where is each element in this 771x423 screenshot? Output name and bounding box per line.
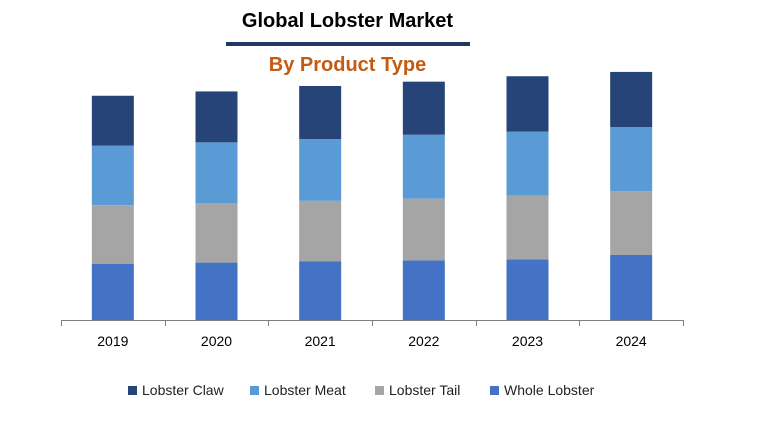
- legend-item-lobster-tail: Lobster Tail: [375, 380, 460, 400]
- bar-2021-lobster-tail: [299, 200, 342, 262]
- bar-2022-whole-lobster: [402, 260, 445, 320]
- bar-2022-lobster-meat: [402, 134, 445, 199]
- bar-2024-lobster-tail: [610, 191, 653, 255]
- bar-2021-lobster-claw: [299, 86, 342, 140]
- title-underline: [226, 42, 470, 46]
- x-tick-label: 2020: [201, 333, 232, 349]
- bar-2023-lobster-tail: [506, 195, 549, 260]
- bar-2020-whole-lobster: [195, 262, 238, 320]
- legend-label: Lobster Claw: [142, 382, 224, 398]
- bar-2019-whole-lobster: [91, 263, 134, 320]
- bar-2023-lobster-meat: [506, 131, 549, 196]
- legend-swatch: [375, 385, 384, 395]
- bar-2020-lobster-claw: [195, 91, 238, 143]
- legend-swatch: [250, 385, 259, 395]
- chart-title: Global Lobster Market: [241, 10, 454, 32]
- bar-2021-whole-lobster: [299, 261, 342, 320]
- bar-2021-lobster-meat: [299, 139, 342, 201]
- bar-2019-lobster-meat: [91, 145, 134, 206]
- x-tick-label: 2024: [616, 333, 647, 349]
- bar-2019-lobster-tail: [91, 205, 134, 264]
- legend-item-whole-lobster: Whole Lobster: [490, 380, 594, 400]
- x-tick-label: 2021: [305, 333, 336, 349]
- chart-legend: Lobster Claw Lobster Meat Lobster Tail Whol…: [0, 380, 771, 400]
- bar-2019-lobster-claw: [91, 95, 134, 146]
- x-tick-label: 2022: [408, 333, 439, 349]
- bar-2023-lobster-claw: [506, 76, 549, 132]
- bar-2024-lobster-claw: [610, 71, 653, 128]
- bar-2020-lobster-meat: [195, 142, 238, 203]
- legend-item-lobster-meat: Lobster Meat: [250, 380, 346, 400]
- x-tick-label: 2023: [512, 333, 543, 349]
- bar-2022-lobster-tail: [402, 198, 445, 261]
- legend-item-lobster-claw: Lobster Claw: [128, 380, 224, 400]
- bar-2020-lobster-tail: [195, 203, 238, 263]
- bar-2024-whole-lobster: [610, 255, 653, 320]
- legend-swatch: [490, 385, 499, 395]
- bar-2024-lobster-meat: [610, 127, 653, 192]
- legend-label: Lobster Tail: [389, 382, 461, 398]
- legend-label: Lobster Meat: [264, 382, 346, 398]
- legend-label: Whole Lobster: [504, 382, 595, 398]
- legend-swatch: [128, 385, 137, 395]
- chart-subtitle: By Product Type: [268, 54, 427, 76]
- x-tick-label: 2019: [97, 333, 128, 349]
- bar-2023-whole-lobster: [506, 259, 549, 320]
- bar-2022-lobster-claw: [402, 81, 445, 135]
